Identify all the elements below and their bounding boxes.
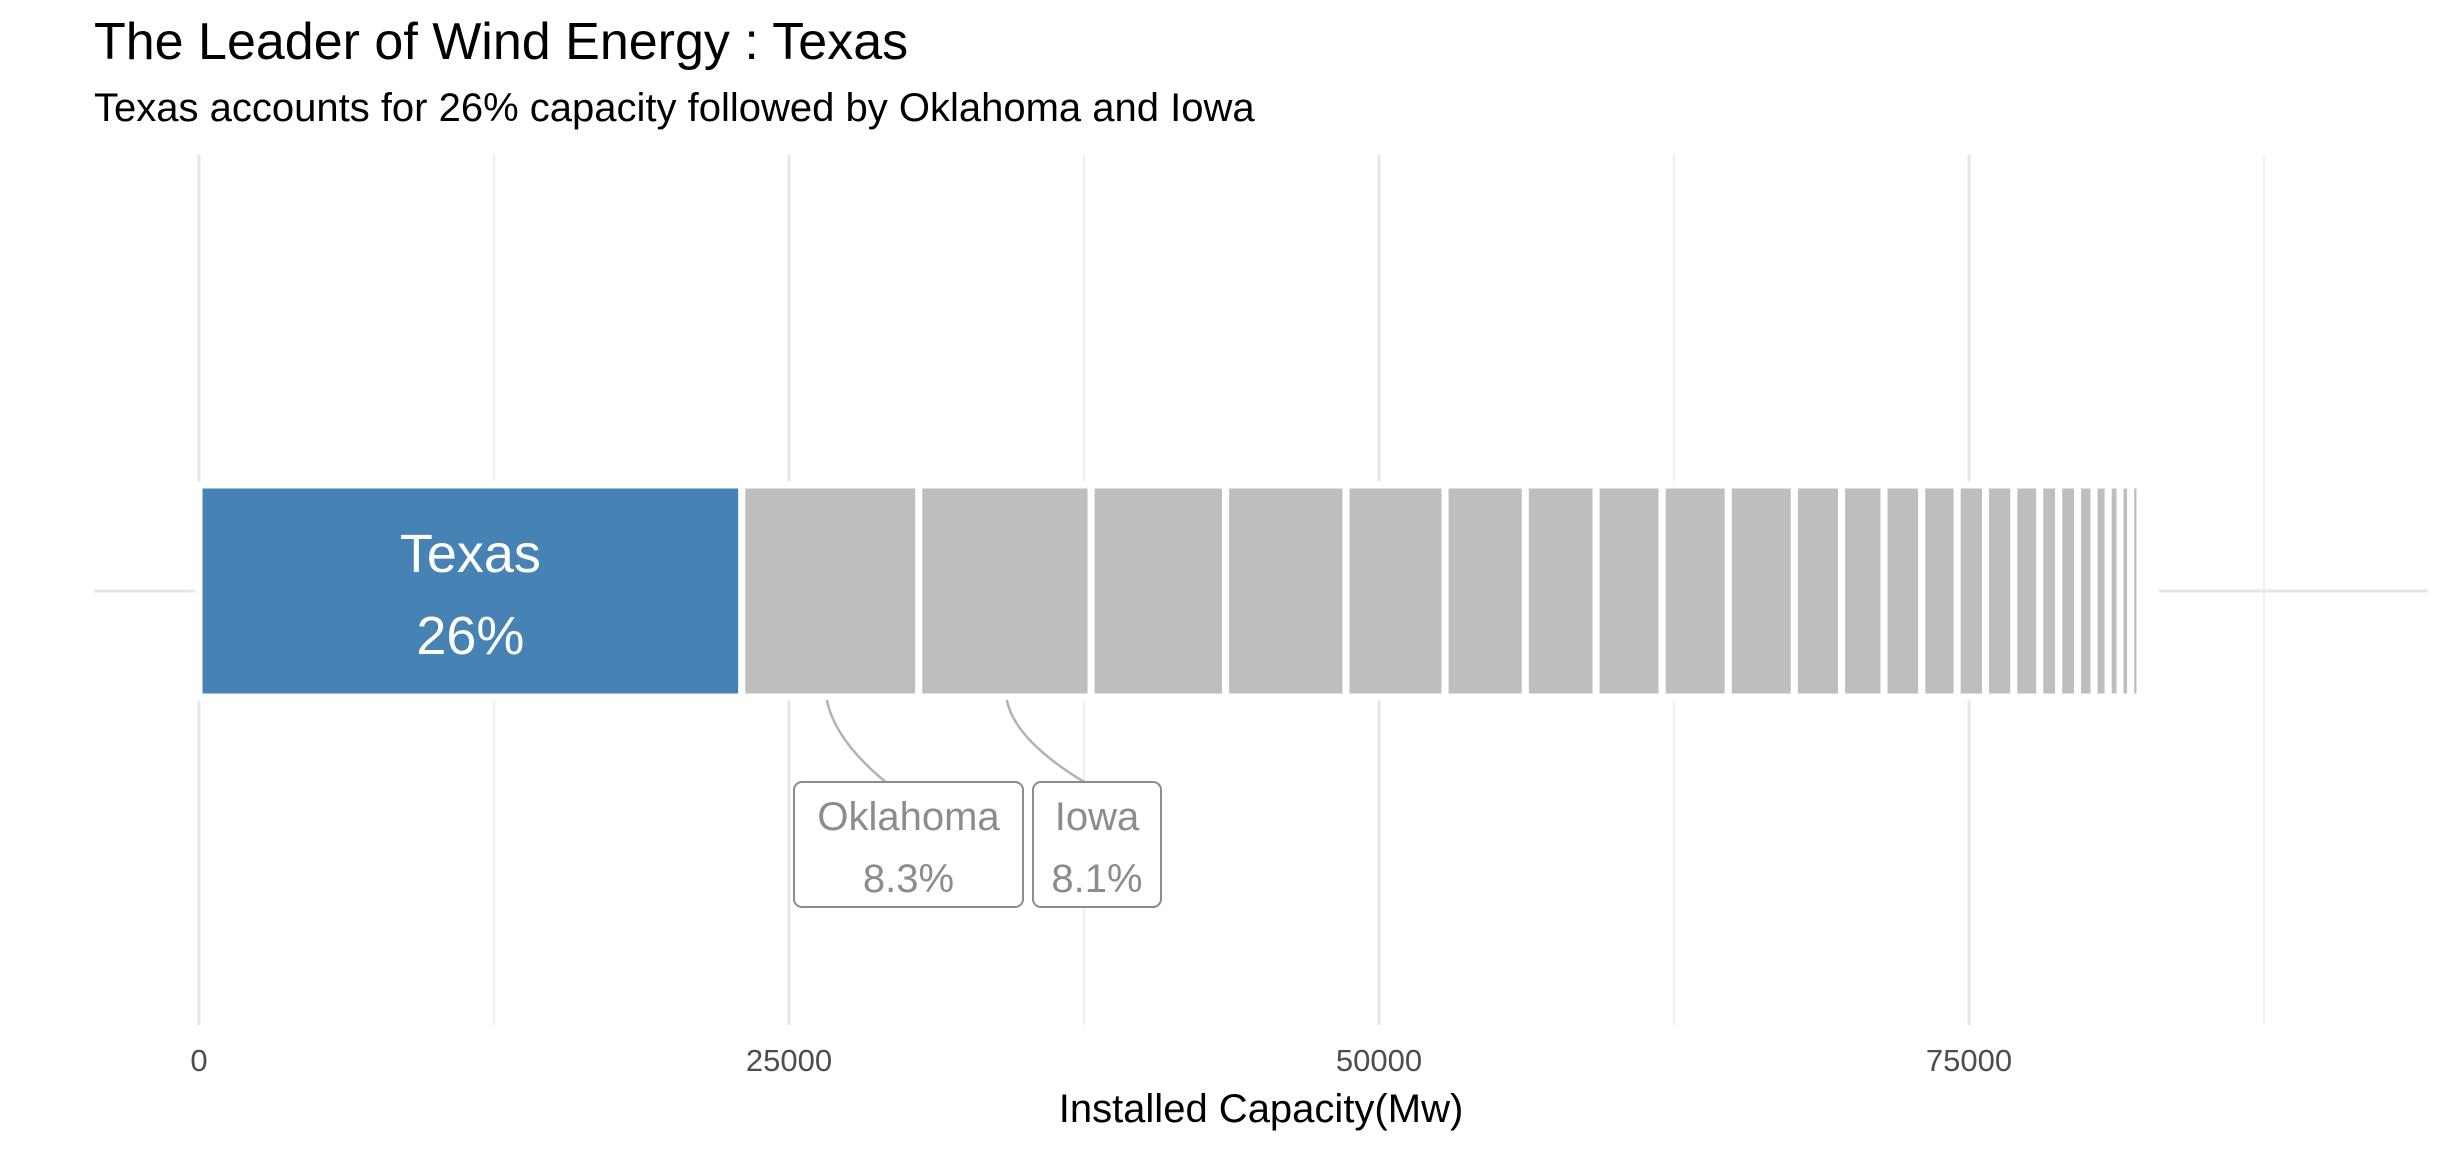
bar-segment-state-27: [2148, 481, 2159, 701]
bar-segment-state-17: [2010, 481, 2044, 701]
bar-segment-state-6: [1441, 481, 1529, 701]
bar-segment-state-15: [1953, 481, 1990, 701]
x-axis-title: Installed Capacity(Mw): [1059, 1087, 1464, 1131]
bar-segment-state-10: [1724, 481, 1798, 701]
x-tick-label: 50000: [1336, 1043, 1422, 1078]
bar-segment-state-5: [1342, 481, 1449, 701]
iowa-callout-box: [1032, 781, 1162, 908]
chart-title: The Leader of Wind Energy : Texas: [94, 13, 909, 71]
bar-segment-state-3: [1087, 481, 1230, 701]
oklahoma-name-label: Oklahoma: [817, 795, 1000, 839]
bar-segment-texas: [195, 481, 746, 701]
bar-labels: Texas 26%: [400, 524, 541, 666]
x-axis-ticks: 0 25000 50000 75000: [190, 1043, 2012, 1078]
bar-segment-state-12: [1838, 481, 1888, 701]
x-tick-label: 0: [190, 1043, 207, 1078]
bar-segment-state-16: [1982, 481, 2018, 701]
iowa-percent-label: 8.1%: [1051, 857, 1142, 901]
callouts: Oklahoma 8.3% Iowa 8.1%: [793, 699, 1162, 908]
bar-segment-state-4: [1222, 481, 1350, 701]
bar-segment-oklahoma: [738, 481, 923, 701]
texas-name-label: Texas: [400, 524, 541, 584]
bar-segment-state-11: [1790, 481, 1846, 701]
bar-segment-state-8: [1592, 481, 1666, 701]
bar-segment-iowa: [915, 481, 1095, 701]
chart-subtitle: Texas accounts for 26% capacity followed…: [94, 86, 1255, 130]
oklahoma-leader-line: [825, 699, 887, 783]
x-tick-label: 75000: [1926, 1043, 2012, 1078]
x-tick-label: 25000: [746, 1043, 832, 1078]
oklahoma-percent-label: 8.3%: [863, 857, 954, 901]
bar-segments: [195, 481, 2159, 701]
bar-segment-state-7: [1521, 481, 1600, 701]
iowa-leader-line: [1005, 699, 1085, 784]
iowa-name-label: Iowa: [1055, 795, 1140, 839]
bar-segment-state-9: [1658, 481, 1732, 701]
bar-segment-state-14: [1918, 481, 1961, 701]
bar-segment-state-13: [1880, 481, 1926, 701]
oklahoma-callout-box: [793, 781, 1024, 908]
texas-percent-label: 26%: [416, 606, 524, 666]
